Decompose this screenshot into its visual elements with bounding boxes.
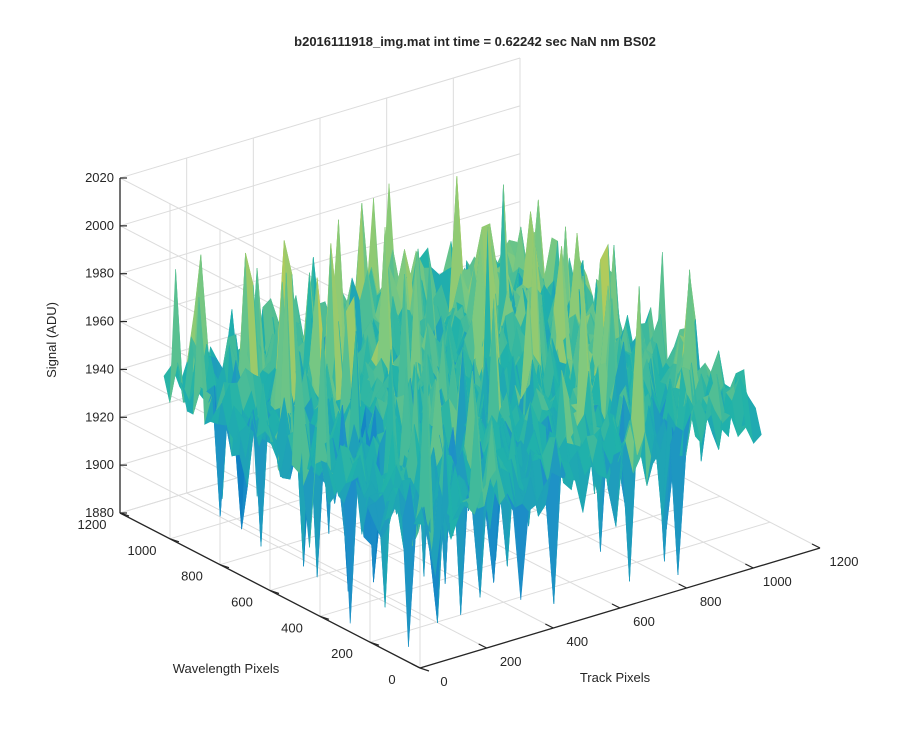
grid-line [186,492,487,649]
grid-line [119,464,421,621]
y-tick-mark [369,641,380,646]
y-tick-label: 200 [331,646,353,661]
x-axis-label: Track Pixels [580,670,651,685]
x-tick-mark [611,603,621,609]
x-tick-label: 0 [440,674,447,689]
z-tick-label: 1940 [85,361,114,376]
y-tick-label: 0 [388,672,395,687]
y-tick-mark [419,667,430,672]
y-tick-label: 800 [181,569,203,584]
y-axis-label: Wavelength Pixels [173,661,280,676]
x-tick-mark [745,563,754,569]
z-tick-label: 2000 [85,218,114,233]
surface-plot [163,176,762,647]
grid-line [119,105,521,227]
z-tick-label: 1980 [85,266,114,281]
grid-line [119,57,521,179]
z-tick-label: 1900 [85,457,114,472]
x-tick-label: 1200 [830,554,859,569]
x-tick-mark [411,663,421,669]
x-tick-mark [811,543,821,549]
y-tick-mark [219,564,230,569]
z-tick-label: 2020 [85,170,114,185]
x-tick-mark [678,583,687,589]
z-axis-label: Signal (ADU) [44,302,59,378]
x-tick-mark [545,623,554,629]
y-tick-mark [119,512,130,517]
grid-line [119,416,421,573]
y-tick-label: 1000 [128,543,157,558]
axes [119,177,821,672]
x-tick-label: 200 [500,654,522,669]
y-tick-label: 600 [231,595,253,610]
x-tick-label: 400 [566,634,588,649]
z-tick-label: 1920 [85,409,114,424]
chart-title: b2016111918_img.mat int time = 0.62242 s… [294,34,656,49]
y-tick-label: 1200 [78,517,107,532]
z-tick-label: 1880 [85,505,114,520]
y-tick-mark [169,538,180,543]
x-tick-label: 1000 [763,574,792,589]
grid-line [119,153,521,275]
y-tick-label: 400 [281,620,303,635]
grid-line [119,201,521,323]
tick-labels: 1880190019201940196019802000202002004006… [78,170,859,689]
y-tick-mark [269,589,280,595]
x-tick-mark [478,643,487,649]
x-tick-label: 600 [633,614,655,629]
surface-cell [747,395,762,444]
z-tick-label: 1960 [85,314,114,329]
x-tick-label: 800 [700,594,722,609]
y-tick-mark [319,615,330,620]
